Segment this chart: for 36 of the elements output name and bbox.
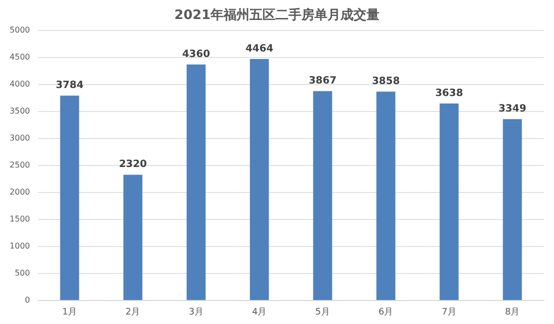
data-label: 3858: [372, 76, 400, 88]
x-tick-label: 7月: [442, 308, 456, 318]
x-tick-label: 1月: [62, 308, 77, 318]
bar: [250, 58, 269, 300]
bar: [123, 174, 142, 300]
y-tick-label: 1000: [10, 242, 30, 250]
x-tick-label: 3月: [188, 308, 204, 318]
bar: [313, 91, 332, 300]
y-tick-label: 4500: [10, 52, 30, 62]
y-tick-label: 0: [24, 296, 30, 304]
x-tick-label: 2月: [126, 308, 140, 318]
data-label: 3349: [498, 104, 526, 115]
bar: [440, 104, 459, 300]
data-label: 3867: [308, 76, 337, 87]
x-tick-label: 4月: [252, 308, 267, 318]
x-tick-label: 6月: [378, 308, 394, 318]
y-tick-label: 2000: [10, 188, 30, 196]
chart-title: 2021年福州五区二手房单月成交量: [174, 7, 380, 23]
bar: [186, 64, 206, 300]
data-label: 4360: [182, 49, 210, 60]
y-tick-label: 5000: [10, 26, 30, 34]
y-tick-label: 1500: [10, 214, 30, 224]
y-tick-label: 500: [14, 268, 30, 278]
data-label: 3638: [435, 88, 464, 100]
x-tick-label: 5月: [315, 308, 330, 318]
x-tick-label: 8月: [505, 308, 520, 318]
bar: [60, 96, 80, 300]
bar: [376, 92, 396, 300]
y-tick-label: 4000: [10, 80, 30, 88]
y-tick-label: 2500: [10, 160, 30, 170]
y-tick-label: 3500: [10, 106, 30, 116]
bar: [502, 119, 522, 300]
data-label: 3784: [56, 80, 84, 92]
data-label: 2320: [118, 159, 147, 170]
data-label: 4464: [245, 43, 274, 54]
y-tick-label: 3000: [10, 134, 30, 142]
